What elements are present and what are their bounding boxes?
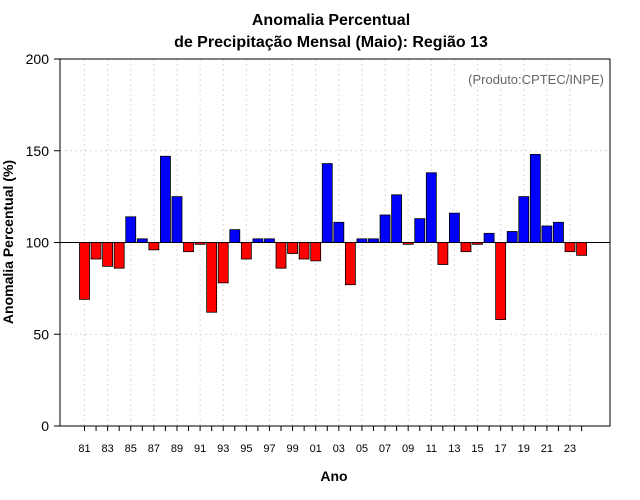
x-tick-label: 09 [402, 443, 414, 455]
bar-23 [564, 242, 576, 253]
bar-83 [102, 242, 114, 267]
bar-84 [113, 242, 125, 269]
bar-02 [321, 163, 333, 243]
bars [79, 154, 587, 320]
bar-08 [391, 194, 403, 243]
bar-94 [229, 229, 241, 243]
bar-13 [449, 212, 460, 243]
x-tick-label: 93 [217, 443, 229, 455]
bar-14 [460, 242, 472, 253]
source-note: (Produto:CPTEC/INPE) [468, 72, 604, 87]
bar-88 [160, 155, 171, 243]
bar-98 [275, 242, 287, 269]
y-tick-label: 100 [26, 235, 50, 251]
x-axis-label: Ano [320, 468, 347, 484]
x-tick-label: 95 [240, 443, 252, 455]
y-axis: 0 50 100 150 200 [26, 51, 60, 434]
bar-95 [240, 242, 252, 260]
bar-15 [472, 242, 483, 245]
bar-04 [344, 242, 356, 286]
x-tick-label: 85 [125, 443, 137, 455]
x-tick-label: 91 [194, 443, 206, 455]
bar-09 [402, 242, 414, 245]
bar-87 [148, 242, 160, 251]
bar-91 [194, 242, 206, 245]
bar-19 [518, 196, 530, 243]
x-tick-label: 11 [426, 443, 437, 455]
bar-11 [425, 172, 437, 243]
bar-97 [264, 238, 275, 243]
bar-00 [298, 242, 310, 260]
bar-86 [136, 238, 148, 243]
bar-12 [437, 242, 449, 265]
x-tick-label: 23 [564, 443, 576, 455]
y-axis-label: Anomalia Percentual (%) [0, 160, 16, 324]
bar-20 [529, 154, 541, 243]
x-tick-label: 97 [263, 443, 275, 455]
bar-96 [252, 238, 264, 243]
bar-22 [553, 221, 564, 243]
chart-title-line-2: de Precipitação Mensal (Maio): Região 13 [174, 34, 488, 51]
x-tick-label: 15 [471, 443, 483, 455]
bar-01 [310, 242, 322, 262]
chart-title-line-1: Anomalia Percentual [252, 12, 410, 29]
bar-07 [379, 214, 391, 243]
bar-81 [79, 242, 90, 300]
y-tick-label: 150 [26, 143, 50, 159]
bar-21 [541, 225, 553, 243]
x-tick-label: 19 [518, 443, 530, 455]
y-tick-label: 200 [26, 51, 50, 67]
bar-03 [333, 221, 345, 243]
bar-05 [356, 238, 368, 243]
x-axis: 81 83 85 87 89 91 93 95 97 99 01 03 05 07 09 11 13 15 17 19… [78, 426, 583, 455]
x-tick-label: 99 [286, 443, 298, 455]
y-tick-label: 0 [41, 418, 49, 434]
bar-92 [206, 242, 218, 313]
bar-93 [217, 242, 229, 284]
x-tick-label: 07 [379, 443, 391, 455]
x-tick-label: 89 [171, 443, 183, 455]
x-tick-label: 87 [148, 443, 160, 455]
bar-17 [495, 242, 507, 320]
bar-10 [414, 218, 426, 243]
bar-90 [183, 242, 194, 253]
grid [60, 59, 610, 426]
bar-99 [287, 242, 298, 254]
bar-85 [125, 216, 137, 243]
bar-06 [368, 238, 379, 243]
x-tick-label: 05 [356, 443, 368, 455]
bar-89 [171, 196, 183, 243]
x-tick-label: 17 [495, 443, 507, 455]
bar-24 [576, 242, 587, 256]
x-tick-label: 13 [448, 443, 460, 455]
x-tick-label: 83 [101, 443, 113, 455]
x-tick-label: 21 [541, 443, 553, 455]
x-tick-label: 81 [78, 443, 90, 455]
x-tick-label: 01 [310, 443, 322, 455]
y-tick-label: 50 [33, 326, 49, 342]
bar-18 [506, 231, 518, 243]
bar-16 [483, 232, 495, 243]
x-tick-label: 03 [333, 443, 345, 455]
bar-82 [90, 242, 102, 260]
